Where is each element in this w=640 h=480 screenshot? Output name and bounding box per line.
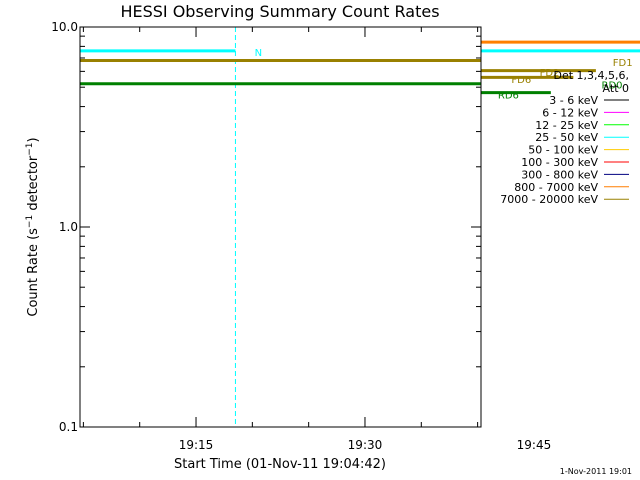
x-tick-label: 19:30 [348, 438, 383, 452]
annotation-rd0: RD0 [602, 81, 623, 92]
legend-label: 6 - 12 keV [542, 106, 598, 119]
legend-label: 100 - 300 keV [521, 156, 598, 169]
legend-label: 300 - 800 keV [521, 168, 598, 181]
y-tick-label: 1.0 [59, 220, 78, 234]
legend-header-line-1: Det 1,3,4,5,6, [553, 69, 629, 82]
y-label-base: Count Rate (s [26, 228, 41, 317]
annotation-fd2: FD2 [540, 68, 560, 79]
x-axis-label: Start Time (01-Nov-11 19:04:42) [174, 457, 386, 472]
y-axis-label: Count Rate (s−1 detector−1) [25, 137, 41, 316]
legend-label: 50 - 100 keV [528, 144, 598, 157]
x-tick-label: 19:45 [517, 438, 552, 452]
legend-label: 7000 - 20000 keV [500, 193, 598, 206]
chart-title: HESSI Observing Summary Count Rates [120, 2, 439, 21]
y-tick-label: 0.1 [59, 420, 78, 434]
legend-label: 25 - 50 keV [535, 131, 598, 144]
legend-label: 3 - 6 keV [549, 94, 598, 107]
y-label-end: ) [26, 137, 41, 142]
annotation-fd1: FD1 [613, 58, 633, 69]
legend-label: 800 - 7000 keV [514, 181, 598, 194]
footer-date: 1-Nov-2011 19:01 [560, 467, 632, 476]
legend-label: 12 - 25 keV [535, 119, 598, 132]
y-label-exponent-2: −1 [25, 142, 35, 155]
legend-header-line-2: Att 0 [603, 82, 629, 95]
annotation-fd6: FD6 [511, 75, 531, 86]
x-tick-label: 19:15 [179, 438, 214, 452]
annotation-rd6: RD6 [498, 90, 519, 101]
plot-frame [79, 26, 482, 428]
annotation-n: N [255, 48, 262, 59]
y-label-exponent-1: −1 [25, 215, 35, 228]
y-tick-label: 10.0 [51, 20, 78, 34]
y-label-mid: detector [26, 155, 41, 215]
